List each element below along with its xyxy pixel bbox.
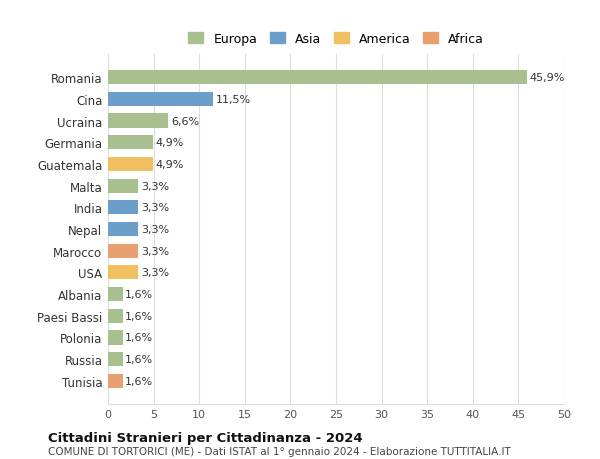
Text: 3,3%: 3,3% [141,246,169,256]
Text: 3,3%: 3,3% [141,268,169,278]
Bar [108,71,527,85]
Bar [108,309,122,323]
Bar [108,287,122,302]
Bar [108,353,122,366]
Text: 1,6%: 1,6% [125,354,154,364]
Legend: Europa, Asia, America, Africa: Europa, Asia, America, Africa [182,27,490,52]
Text: 3,3%: 3,3% [141,181,169,191]
Bar [108,266,138,280]
Text: 3,3%: 3,3% [141,224,169,235]
Text: 6,6%: 6,6% [171,116,199,126]
Text: 1,6%: 1,6% [125,376,154,386]
Text: COMUNE DI TORTORICI (ME) - Dati ISTAT al 1° gennaio 2024 - Elaborazione TUTTITAL: COMUNE DI TORTORICI (ME) - Dati ISTAT al… [48,447,511,456]
Bar [108,223,138,236]
Text: 1,6%: 1,6% [125,290,154,299]
Bar [108,157,152,172]
Bar [108,330,122,345]
Bar [108,244,138,258]
Text: 1,6%: 1,6% [125,333,154,343]
Bar [108,93,213,106]
Text: 4,9%: 4,9% [155,138,184,148]
Bar [108,179,138,193]
Bar [108,201,138,215]
Text: 45,9%: 45,9% [529,73,565,83]
Text: Cittadini Stranieri per Cittadinanza - 2024: Cittadini Stranieri per Cittadinanza - 2… [48,431,362,444]
Text: 1,6%: 1,6% [125,311,154,321]
Text: 4,9%: 4,9% [155,160,184,169]
Bar [108,374,122,388]
Bar [108,114,168,129]
Text: 3,3%: 3,3% [141,203,169,213]
Text: 11,5%: 11,5% [215,95,251,105]
Bar [108,136,152,150]
